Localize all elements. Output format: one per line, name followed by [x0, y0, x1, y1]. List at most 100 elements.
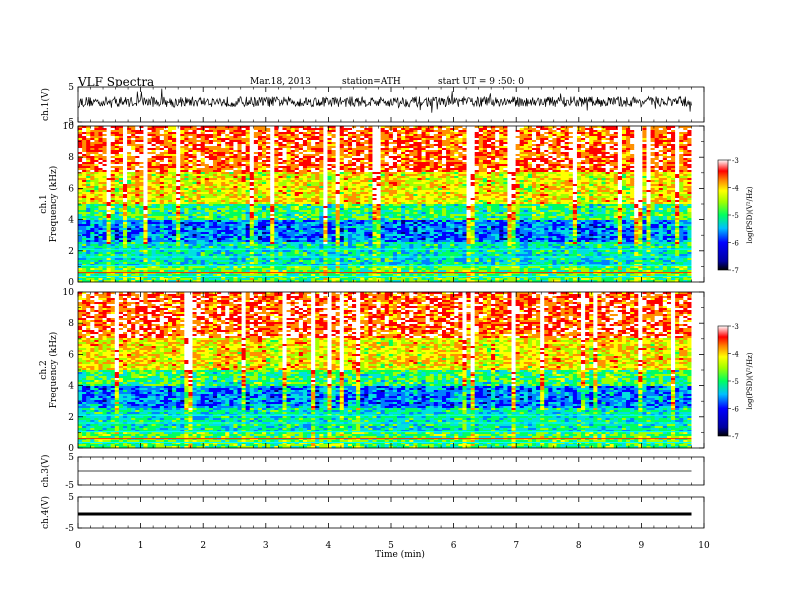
spectrogram-cell	[278, 194, 283, 197]
spectrogram-cell	[147, 228, 153, 231]
spectrogram-cell	[86, 208, 91, 211]
spectrogram-cell	[253, 240, 259, 243]
spectrogram-cell	[249, 254, 255, 257]
spectrogram-cell	[78, 140, 83, 143]
spectrogram-cell	[188, 262, 193, 265]
spectrogram-cell	[94, 218, 99, 221]
spectrogram-cell	[172, 280, 177, 283]
spectrogram-cell	[290, 128, 296, 131]
spectrogram-cell	[118, 258, 124, 261]
spectrogram-cell	[143, 244, 148, 247]
spectrogram-cell	[208, 236, 214, 239]
spectrogram-cell	[159, 214, 165, 217]
spectrogram-cell	[278, 206, 283, 209]
spectrogram-cell	[110, 180, 116, 183]
spectrogram-cell	[131, 148, 136, 151]
spectrogram-cell	[237, 184, 242, 187]
spectrogram-cell	[229, 262, 234, 265]
spectrogram-cell	[114, 160, 120, 163]
spectrogram-cell	[221, 222, 226, 225]
spectrogram-cell	[245, 184, 251, 187]
spectrogram-cell	[98, 150, 103, 153]
spectrogram-cell	[131, 278, 136, 281]
spectrogram-cell	[155, 224, 161, 227]
spectrogram-cell	[98, 184, 103, 187]
spectrogram-cell	[172, 154, 177, 157]
spectrogram-cell	[135, 160, 140, 163]
spectrogram-cell	[172, 168, 177, 171]
spectrogram-cell	[110, 184, 116, 187]
spectrogram-cell	[110, 224, 116, 227]
spectrogram-cell	[86, 254, 91, 257]
spectrogram-cell	[262, 214, 267, 217]
spectrogram-cell	[208, 162, 214, 165]
spectrogram-cell	[139, 214, 144, 217]
spectrogram-cell	[245, 136, 251, 139]
spectrogram-cell	[298, 134, 304, 137]
spectrogram-cell	[237, 236, 242, 239]
spectrogram-cell	[131, 272, 136, 275]
spectrogram-cell	[114, 144, 120, 147]
spectrogram-cell	[298, 238, 304, 241]
spectrogram-cell	[180, 158, 185, 161]
spectrogram-cell	[86, 176, 91, 179]
spectrogram-cell	[204, 274, 210, 277]
spectrogram-cell	[147, 178, 153, 181]
spectrogram-cell	[127, 162, 132, 165]
spectrogram-cell	[78, 228, 83, 231]
spectrogram-cell	[262, 242, 267, 245]
spectrogram-cell	[249, 152, 255, 155]
spectrogram-cell	[180, 182, 185, 185]
spectrogram-cell	[172, 196, 177, 199]
spectrogram-cell	[143, 148, 148, 151]
spectrogram-cell	[188, 182, 193, 185]
spectrogram-cell	[204, 222, 210, 225]
spectrogram-cell	[94, 276, 99, 279]
spectrogram-cell	[266, 226, 271, 229]
spectrogram-cell	[78, 160, 83, 163]
spectrogram-cell	[307, 150, 312, 153]
spectrogram-cell	[127, 224, 132, 227]
spectrogram-cell	[192, 252, 198, 255]
spectrogram-cell	[282, 166, 287, 169]
spectrogram-cell	[127, 174, 132, 177]
spectrogram-cell	[225, 216, 230, 219]
spectrogram-cell	[155, 216, 161, 219]
spectrogram-cell	[298, 170, 304, 173]
spectrogram-cell	[225, 178, 230, 181]
spectrogram-cell	[102, 168, 108, 171]
spectrogram-cell	[86, 266, 91, 269]
spectrogram-cell	[294, 250, 300, 253]
spectrogram-cell	[135, 144, 140, 147]
spectrogram-cell	[106, 180, 112, 183]
spectrogram-cell	[131, 270, 136, 273]
spectrogram-cell	[102, 254, 108, 257]
spectrogram-cell	[245, 202, 251, 205]
spectrogram-cell	[233, 212, 238, 215]
spectrogram-cell	[237, 258, 242, 261]
spectrogram-cell	[290, 158, 296, 161]
spectrogram-cell	[163, 250, 169, 253]
spectrogram-cell	[217, 272, 222, 275]
spectrogram-cell	[147, 130, 153, 133]
spectrogram-cell	[135, 206, 140, 209]
spectrogram-cell	[151, 240, 157, 243]
spectrogram-cell	[98, 270, 103, 273]
spectrogram-cell	[233, 228, 238, 231]
spectrogram-cell	[298, 144, 304, 147]
spectrogram-cell	[176, 260, 181, 263]
spectrogram-cell	[229, 230, 234, 233]
spectrogram-cell	[225, 206, 230, 209]
spectrogram-cell	[274, 162, 279, 165]
spectrogram-cell	[208, 150, 214, 153]
spectrogram-cell	[200, 262, 206, 265]
spectrogram-cell	[282, 228, 287, 231]
spectrogram-cell	[245, 242, 251, 245]
spectrogram-cell	[180, 258, 185, 261]
spectrogram-cell	[257, 164, 263, 167]
spectrogram-cell	[139, 154, 144, 157]
spectrogram-cell	[167, 222, 173, 225]
spectrogram-cell	[127, 172, 132, 175]
spectrogram-cell	[204, 158, 210, 161]
spectrogram-cell	[225, 154, 230, 157]
